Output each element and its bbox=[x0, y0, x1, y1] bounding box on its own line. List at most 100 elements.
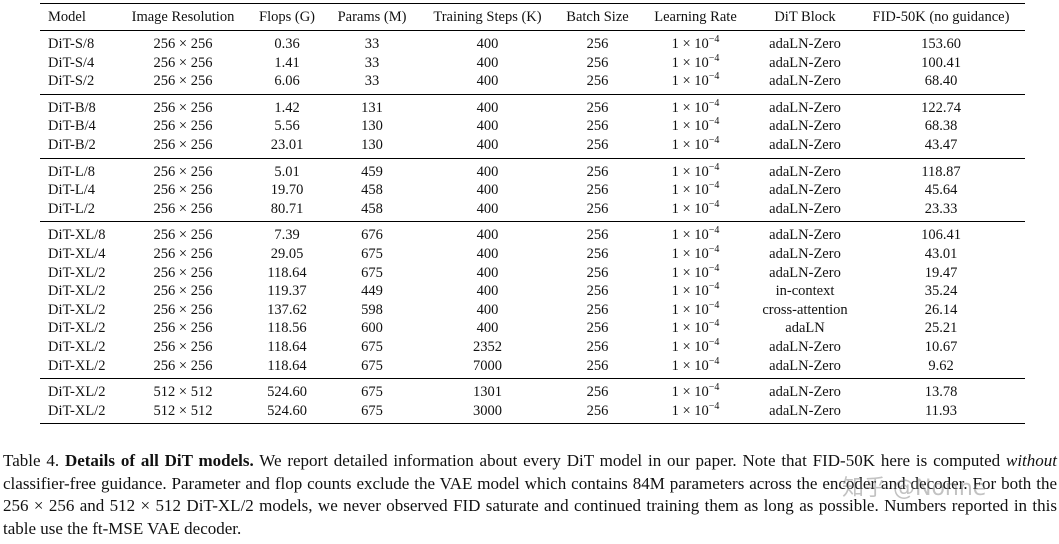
table-cell: 600 bbox=[361, 320, 383, 337]
table-row: DiT-L/2 256 × 256 80.71 458 400 256 1 × 10−4 ad… bbox=[40, 198, 1025, 222]
table-cell: 137.62 bbox=[267, 301, 307, 318]
table-cell: 1 × 10−4 bbox=[638, 263, 753, 283]
table-cell: 118.64 bbox=[267, 264, 307, 281]
table-cell: 1 × 10−4 bbox=[638, 300, 753, 320]
table-cell: 458 bbox=[361, 182, 383, 199]
table-row: DiT-B/4 256 × 256 5.56 130 400 256 1 × 10−4 ada… bbox=[40, 117, 1025, 136]
table-cell: 130 bbox=[361, 136, 383, 153]
lr-exponent: −4 bbox=[708, 135, 720, 147]
lr-mantissa: 1 × 10 bbox=[671, 163, 709, 180]
table-cell: 256 bbox=[586, 36, 609, 52]
table-cell: DiT-B/4 bbox=[48, 118, 96, 135]
table-cell: 400 bbox=[476, 163, 499, 180]
table-cell: 118.87 bbox=[921, 163, 961, 180]
table-cell: 1 × 10−4 bbox=[638, 245, 753, 264]
row-group: DiT-XL/8 256 × 256 7.39 676 400 256 1 × 10−4 ad… bbox=[40, 222, 1025, 379]
table-cell: 400 bbox=[476, 182, 499, 199]
table-cell: 1 × 10−4 bbox=[638, 31, 753, 54]
row-group: DiT-XL/2 512 × 512 524.60 675 1301 256 1 × 10−… bbox=[40, 379, 1025, 424]
table-caption: Table 4. Details of all DiT models. We r… bbox=[3, 450, 1057, 540]
table-cell: 43.47 bbox=[924, 136, 958, 153]
table-cell: 256 bbox=[586, 283, 609, 300]
lr-exponent: −4 bbox=[708, 198, 720, 210]
lr-mantissa: 1 × 10 bbox=[671, 338, 709, 355]
lr-mantissa: 1 × 10 bbox=[671, 283, 709, 300]
table-cell: 256 × 256 bbox=[153, 301, 213, 318]
table-cell: 512 × 512 bbox=[153, 384, 213, 401]
table-row: DiT-L/8 256 × 256 5.01 459 400 256 1 × 10−4 ada… bbox=[40, 158, 1025, 181]
table-row: DiT-S/8 256 × 256 0.36 33 400 256 1 × 10−4 adaL… bbox=[40, 31, 1025, 54]
lr-exponent: −4 bbox=[708, 355, 720, 367]
table-cell: 459 bbox=[361, 163, 383, 180]
lr-exponent: −4 bbox=[708, 382, 720, 394]
lr-exponent: −4 bbox=[708, 161, 720, 173]
table-cell: DiT-XL/2 bbox=[48, 320, 106, 337]
table-cell: 130 bbox=[361, 118, 383, 135]
table-cell: 524.60 bbox=[267, 384, 307, 401]
table-cell: 400 bbox=[476, 99, 499, 116]
table-cell: 256 × 256 bbox=[153, 283, 213, 300]
table-cell: 675 bbox=[361, 264, 383, 281]
lr-exponent: −4 bbox=[708, 281, 720, 293]
table-cell: 33 bbox=[364, 73, 380, 90]
table-cell: 256 × 256 bbox=[153, 182, 213, 199]
table-cell: 512 × 512 bbox=[153, 402, 213, 419]
column-header: Learning Rate bbox=[654, 8, 737, 25]
column-header: Batch Size bbox=[566, 8, 629, 25]
table-cell: 1 × 10−4 bbox=[638, 319, 753, 338]
table-cell: 19.47 bbox=[924, 264, 958, 281]
table-cell: 1 × 10−4 bbox=[638, 181, 753, 200]
table-cell: adaLN-Zero bbox=[769, 54, 841, 71]
table-cell: 7000 bbox=[473, 357, 502, 374]
table-row: DiT-XL/2 256 × 256 119.37 449 400 256 1 × 10−4… bbox=[40, 282, 1025, 301]
lr-mantissa: 1 × 10 bbox=[671, 245, 709, 262]
table-row: DiT-XL/2 512 × 512 524.60 675 1301 256 1 × 10−… bbox=[40, 379, 1025, 402]
table-cell: 256 bbox=[586, 320, 609, 337]
table-cell: 43.01 bbox=[924, 245, 958, 262]
table-cell: 256 bbox=[586, 338, 609, 355]
table-cell: 400 bbox=[476, 245, 499, 262]
watermark: 知乎 @Nonne bbox=[842, 476, 987, 501]
table-cell: 1 × 10−4 bbox=[638, 94, 753, 117]
table-cell: DiT-XL/2 bbox=[48, 357, 106, 374]
table-cell: 458 bbox=[361, 200, 383, 217]
table-cell: adaLN-Zero bbox=[769, 99, 841, 116]
table-cell: 33 bbox=[364, 54, 380, 71]
table-cell: 119.37 bbox=[267, 283, 307, 300]
table-cell: 256 × 256 bbox=[153, 36, 213, 52]
details-table: Model Image Resolution Flops (G) Params (M)… bbox=[40, 3, 1025, 424]
table-cell: 2352 bbox=[473, 338, 502, 355]
lr-exponent: −4 bbox=[708, 34, 720, 46]
caption-text: Table 4. bbox=[3, 451, 65, 470]
column-header: Image Resolution bbox=[131, 8, 235, 25]
table-cell: 676 bbox=[361, 227, 383, 244]
table-cell: adaLN-Zero bbox=[769, 136, 841, 153]
table-cell: 1 × 10−4 bbox=[638, 198, 753, 222]
table-cell: 256 bbox=[586, 227, 609, 244]
table-cell: 5.01 bbox=[274, 163, 300, 180]
table-cell: 0.36 bbox=[274, 36, 300, 52]
table-cell: adaLN-Zero bbox=[769, 264, 841, 281]
table-cell: 256 × 256 bbox=[153, 54, 213, 71]
table-row: DiT-XL/2 256 × 256 137.62 598 400 256 1 × 10−4… bbox=[40, 300, 1025, 320]
table-cell: DiT-S/8 bbox=[48, 36, 95, 52]
table-cell: cross-attention bbox=[762, 301, 848, 318]
table-cell: DiT-XL/2 bbox=[48, 384, 106, 401]
table-cell: 449 bbox=[361, 283, 383, 300]
lr-mantissa: 1 × 10 bbox=[671, 118, 709, 135]
header-row: Model Image Resolution Flops (G) Params (M)… bbox=[40, 3, 1025, 31]
table-cell: 3000 bbox=[473, 402, 502, 419]
lr-mantissa: 1 × 10 bbox=[671, 200, 709, 217]
table-row: DiT-XL/4 256 × 256 29.05 675 400 256 1 × 10−4 a… bbox=[40, 245, 1025, 264]
column-header: Model bbox=[48, 8, 86, 25]
table-row: DiT-S/4 256 × 256 1.41 33 400 256 1 × 10−4 adaL… bbox=[40, 53, 1025, 73]
lr-exponent: −4 bbox=[708, 97, 720, 109]
table-cell: 1301 bbox=[473, 384, 502, 401]
table-cell: DiT-XL/2 bbox=[48, 283, 106, 300]
table-cell: in-context bbox=[775, 283, 835, 300]
lr-mantissa: 1 × 10 bbox=[671, 227, 709, 244]
table-cell: 256 × 256 bbox=[153, 163, 213, 180]
table-cell: adaLN-Zero bbox=[769, 227, 841, 244]
caption-text: We report detailed information about eve… bbox=[253, 451, 1006, 470]
